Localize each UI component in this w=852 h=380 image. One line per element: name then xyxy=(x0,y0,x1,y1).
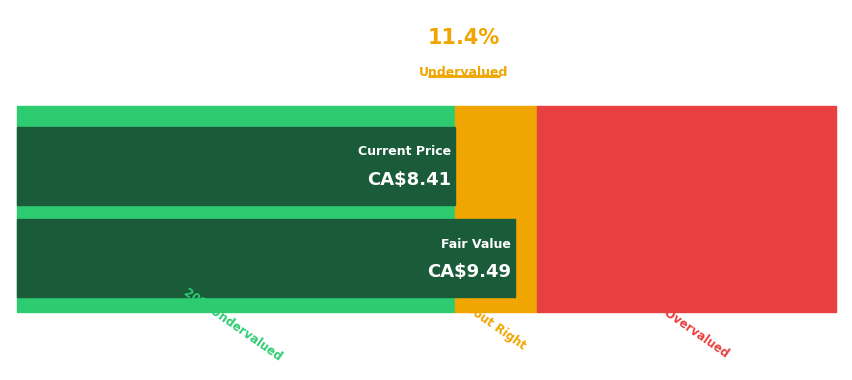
Text: 20% Overvalued: 20% Overvalued xyxy=(634,288,730,361)
Text: Current Price: Current Price xyxy=(357,146,451,158)
Text: CA$8.41: CA$8.41 xyxy=(366,171,451,189)
Bar xyxy=(17,219,515,297)
Text: 20% Undervalued: 20% Undervalued xyxy=(181,286,284,363)
Text: About Right: About Right xyxy=(456,296,528,353)
Bar xyxy=(17,127,455,205)
Bar xyxy=(537,106,835,312)
Bar xyxy=(455,106,537,312)
Text: Fair Value: Fair Value xyxy=(440,238,510,251)
Text: Undervalued: Undervalued xyxy=(418,66,508,79)
Text: 11.4%: 11.4% xyxy=(427,28,499,48)
Text: CA$9.49: CA$9.49 xyxy=(426,263,510,281)
Bar xyxy=(17,106,455,312)
